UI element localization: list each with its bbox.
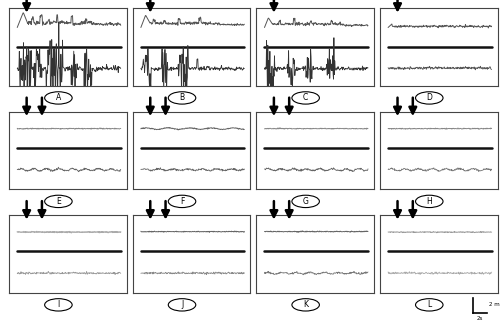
Text: G: G [302,197,308,206]
Text: C: C [303,93,308,102]
Text: I: I [58,300,59,309]
Text: K: K [303,300,308,309]
Text: J: J [181,300,183,309]
Text: E: E [56,197,61,206]
Text: L: L [427,300,432,309]
Text: H: H [426,197,432,206]
Text: F: F [180,197,184,206]
Text: 2 mmHg: 2 mmHg [489,302,500,307]
Text: D: D [426,93,432,102]
Text: A: A [56,93,61,102]
Text: B: B [180,93,184,102]
Text: 2s: 2s [476,316,482,321]
